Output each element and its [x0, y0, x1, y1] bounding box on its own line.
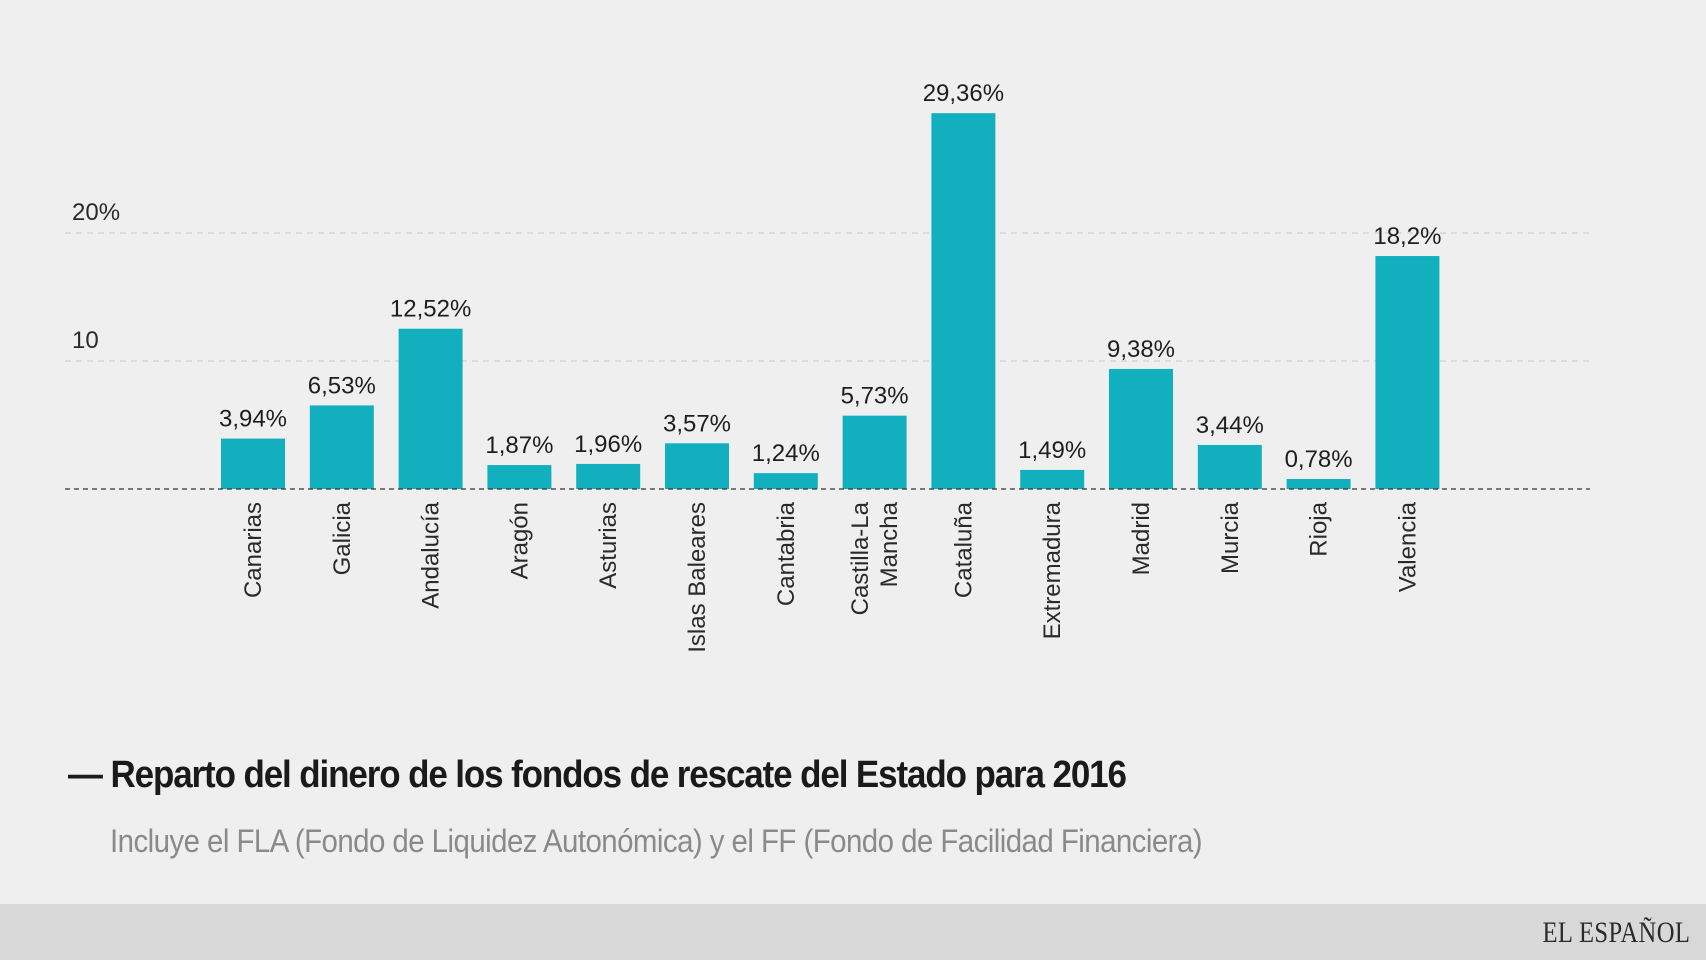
bar: [842, 415, 907, 489]
x-tick-label-line: Castilla-La: [847, 501, 874, 615]
x-tick-label-line: Galicia: [329, 501, 356, 575]
bar: [1020, 469, 1085, 489]
x-tick-label-line: Andalucía: [418, 501, 445, 608]
x-tick-label-line: Murcia: [1217, 501, 1244, 574]
bars: [221, 113, 1440, 489]
chart-title: — Reparto del dinero de los fondos de re…: [68, 754, 1127, 797]
value-label: 5,73%: [841, 383, 909, 410]
value-label: 1,96%: [574, 431, 642, 458]
x-axis-labels: Canarias Galicia Andalucía Aragón Asturias Is…: [240, 501, 1421, 652]
x-tick-label: Galicia: [329, 501, 356, 575]
x-tick-label: Islas Baleares: [684, 502, 711, 653]
bar: [1375, 256, 1440, 489]
bar: [487, 465, 552, 489]
x-tick-label: Valencia: [1394, 501, 1421, 592]
value-label: 3,44%: [1196, 412, 1264, 439]
x-tick-label-line: Valencia: [1394, 501, 1421, 592]
brand-logo: EL ESPAÑOL: [1542, 916, 1690, 949]
bar: [309, 405, 374, 489]
value-label: 0,78%: [1285, 446, 1353, 473]
title-dash: —: [68, 754, 103, 796]
footer-bar: EL ESPAÑOL: [0, 904, 1706, 960]
bar: [1197, 444, 1262, 489]
x-tick-label: Andalucía: [418, 501, 445, 608]
x-tick-label: Asturias: [595, 502, 622, 589]
value-label: 18,2%: [1373, 223, 1441, 250]
x-tick-label: Aragón: [506, 502, 533, 579]
title-text: Reparto del dinero de los fondos de resc…: [110, 754, 1126, 796]
value-label: 12,52%: [390, 296, 471, 323]
y-tick-label: 10: [72, 327, 99, 354]
x-tick-label-line: Cataluña: [950, 501, 977, 598]
x-tick-label: Castilla-La Mancha: [847, 501, 903, 615]
x-tick-label-line: Rioja: [1306, 501, 1333, 556]
bar: [753, 473, 818, 489]
value-label: 3,94%: [219, 406, 287, 433]
bar: [1286, 479, 1351, 489]
bar: [398, 328, 463, 489]
bar-chart: 10 20% 3,94% 6,53% 12,52% 1,87% 1,96% 3,57% 1,2…: [65, 80, 1590, 653]
x-tick-label-line: Madrid: [1128, 502, 1155, 575]
x-tick-label-line: Mancha: [876, 501, 903, 587]
value-label: 1,24%: [752, 440, 820, 467]
bar: [576, 463, 641, 489]
y-axis-labels: 10 20%: [72, 199, 120, 354]
x-tick-label: Rioja: [1306, 501, 1333, 556]
bar: [221, 438, 285, 489]
x-tick-label-line: Extremadura: [1039, 501, 1066, 639]
x-tick-label: Cantabria: [773, 501, 800, 606]
bar: [665, 443, 729, 489]
x-tick-label-line: Asturias: [595, 502, 622, 589]
bar: [1109, 368, 1173, 489]
x-tick-label: Cataluña: [950, 501, 977, 598]
y-tick-label: 20%: [72, 199, 120, 226]
value-label: 1,87%: [485, 432, 553, 459]
x-tick-label: Canarias: [240, 502, 267, 598]
x-tick-label-line: Islas Baleares: [684, 502, 711, 653]
value-label: 9,38%: [1107, 336, 1175, 363]
gridlines: [65, 232, 1590, 362]
x-tick-label: Murcia: [1217, 501, 1244, 574]
value-labels: 3,94% 6,53% 12,52% 1,87% 1,96% 3,57% 1,24% 5,73…: [219, 80, 1441, 473]
value-label: 1,49%: [1018, 437, 1086, 464]
value-label: 3,57%: [663, 410, 731, 437]
chart-subtitle: Incluye el FLA (Fondo de Liquidez Autonó…: [110, 823, 1203, 859]
value-label: 6,53%: [308, 372, 376, 399]
x-tick-label: Madrid: [1128, 502, 1155, 575]
value-label: 29,36%: [923, 80, 1004, 107]
x-tick-label: Extremadura: [1039, 501, 1066, 639]
bar: [931, 113, 996, 489]
x-tick-label-line: Aragón: [506, 502, 533, 579]
x-tick-label-line: Cantabria: [773, 501, 800, 606]
x-tick-label-line: Canarias: [240, 502, 267, 598]
